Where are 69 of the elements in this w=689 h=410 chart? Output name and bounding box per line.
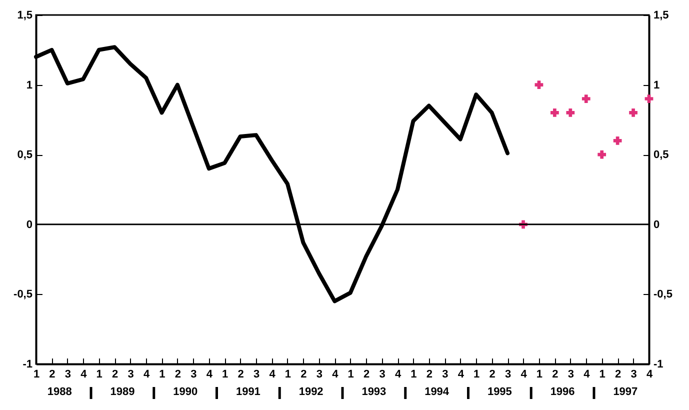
x-tick-label: 2 (552, 368, 558, 380)
text: 1997 (613, 386, 638, 398)
x-tick-label: 1 (96, 368, 102, 380)
point (613, 136, 622, 145)
x-tick-label: 1 (599, 368, 606, 380)
x-tick-label: 3 (504, 368, 512, 380)
x-tick-label: 1 (284, 368, 292, 380)
x-tick-label: 2 (426, 368, 433, 380)
x-tick-label: 4 (80, 368, 88, 380)
x-tick-label: 4 (458, 368, 465, 380)
x-tick-label: 2 (174, 368, 182, 380)
point (582, 94, 590, 103)
x-tick-label: 1 (474, 368, 480, 380)
text: 1989 (110, 386, 135, 398)
x-tick-label: 4 (646, 368, 654, 380)
text: 1995 (487, 386, 512, 398)
x-tick-label: 2 (238, 368, 244, 380)
x-tick-label: 4 (520, 368, 528, 380)
text: 1992 (298, 386, 324, 398)
x-tick-label: 1 (410, 368, 417, 380)
x-tick-label: 4 (269, 368, 276, 380)
y2-tick-label: -0,5 (654, 288, 672, 301)
x-tick-label: 2 (112, 368, 118, 380)
x-tick-label: 1 (159, 368, 166, 380)
x-tick-label: 2 (615, 368, 622, 380)
y-tick-label: 1 (26, 79, 32, 92)
text: 1991 (236, 386, 260, 398)
y2-tick-label: 1 (654, 79, 660, 92)
y2-tick-label: 0 (654, 218, 660, 231)
x-tick-label: 1 (536, 368, 543, 380)
x-tick-label: 1 (222, 368, 228, 380)
x-tick-label: 3 (128, 368, 134, 380)
x-tick-label: 2 (489, 368, 496, 380)
y-tick-label: 0 (26, 218, 32, 231)
point (644, 94, 654, 103)
point (598, 150, 606, 159)
point (566, 108, 575, 117)
x-tick-label: 3 (630, 368, 637, 380)
x-tick-label: 4 (143, 368, 150, 380)
x-tick-label: 4 (394, 368, 402, 380)
x-tick-label: 2 (300, 368, 307, 380)
x-tick-label: 2 (49, 368, 56, 380)
x-tick-label: 1 (348, 368, 354, 380)
y-tick-label: -1 (22, 358, 32, 370)
point (534, 80, 544, 89)
x-tick-label: 3 (253, 368, 260, 380)
text: 1993 (362, 386, 386, 398)
x-tick-label: 3 (64, 368, 71, 380)
x-tick-label: 3 (316, 368, 322, 380)
x-tick-label: 3 (442, 368, 448, 380)
y-tick-label: 0,5 (17, 149, 32, 162)
y2-tick-label: -1 (654, 358, 664, 370)
y2-tick-label: 1,5 (654, 10, 669, 22)
x-tick-label: 2 (364, 368, 370, 380)
y-tick-label: 1,5 (17, 10, 32, 22)
text: 1996 (550, 386, 575, 398)
x-tick-label: 4 (332, 368, 340, 380)
text: 1988 (47, 386, 72, 398)
point (550, 108, 559, 117)
y2-tick-label: 0,5 (654, 149, 669, 162)
x-tick-label: 3 (190, 368, 197, 380)
x-tick-label: 3 (379, 368, 386, 380)
y-tick-label: -0,5 (14, 288, 32, 301)
x-tick-label: 4 (584, 368, 591, 380)
text: 1994 (424, 386, 450, 398)
x-tick-label: 3 (568, 368, 574, 380)
point (629, 108, 638, 117)
x-tick-label: 4 (206, 368, 214, 380)
text: 1990 (173, 386, 198, 398)
